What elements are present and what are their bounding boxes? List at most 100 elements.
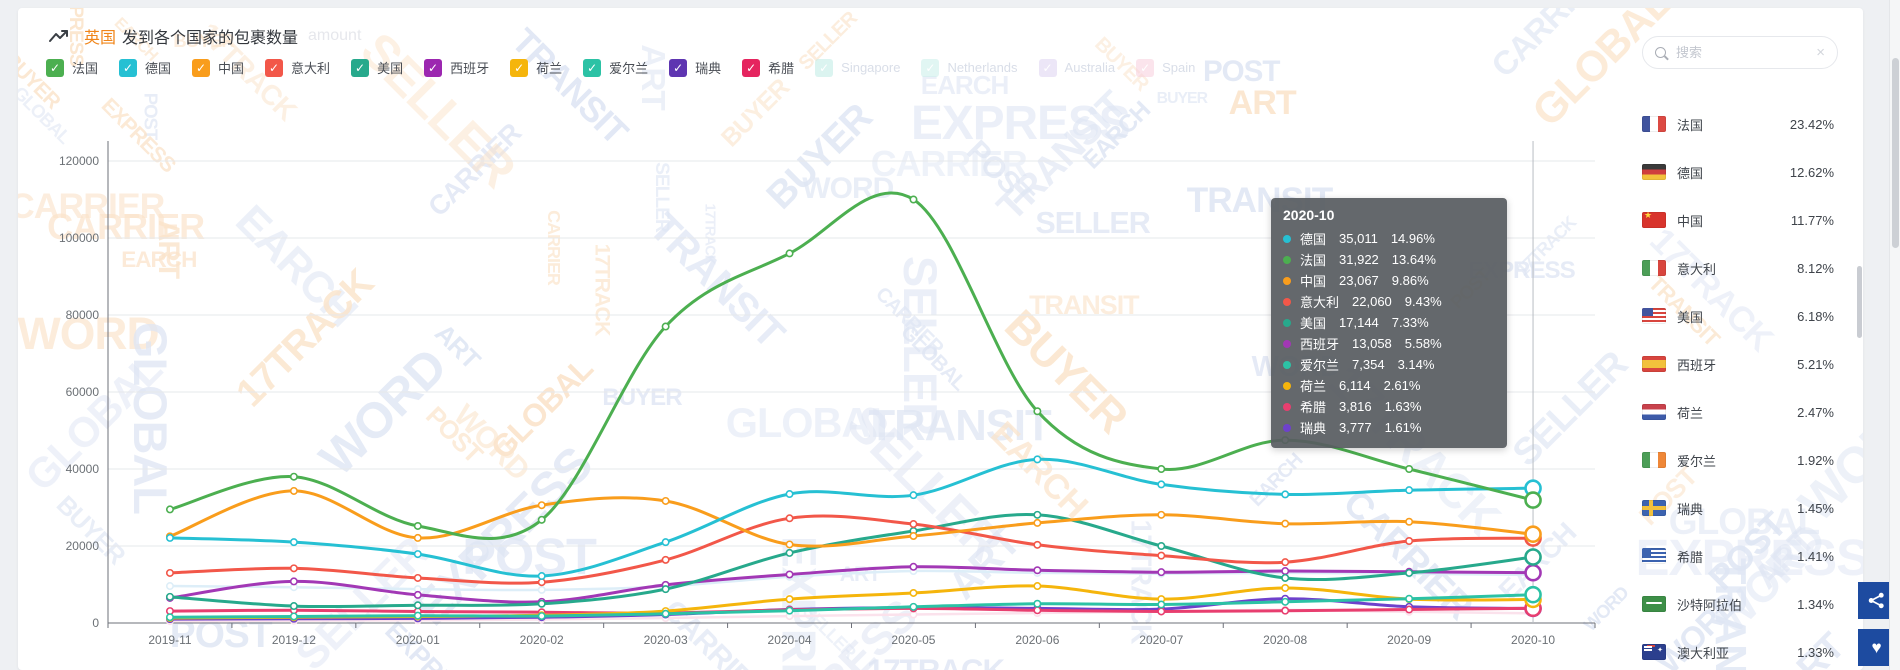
- data-point: [537, 585, 546, 594]
- checkbox-checked-icon[interactable]: ✓: [424, 58, 443, 77]
- data-point: [537, 572, 546, 581]
- country-row-德国[interactable]: 德国 12.62%: [1642, 148, 1848, 196]
- country-row-澳大利亚[interactable]: 澳大利亚 1.33%: [1642, 628, 1848, 670]
- data-point: [1157, 541, 1166, 550]
- sidebar-scrollbar-thumb[interactable]: [1857, 266, 1862, 338]
- series-checkbox-瑞典[interactable]: ✓ 瑞典: [669, 58, 721, 77]
- country-row-爱尔兰[interactable]: 爱尔兰 1.92%: [1642, 436, 1848, 484]
- data-point: [909, 602, 918, 611]
- tooltip-series-value: 35,011: [1339, 231, 1378, 246]
- data-point: [909, 491, 918, 500]
- checkbox-checked-icon[interactable]: ✓: [510, 58, 529, 77]
- checkbox-checked-icon[interactable]: ✓: [583, 58, 602, 77]
- tooltip-series-name: 荷兰: [1300, 379, 1327, 394]
- favorite-button[interactable]: ♥: [1858, 629, 1895, 666]
- country-row-美国[interactable]: 美国 6.18%: [1642, 292, 1848, 340]
- series-checkbox-德国[interactable]: ✓ 德国: [119, 58, 171, 77]
- country-row-瑞典[interactable]: 瑞典 1.45%: [1642, 484, 1848, 532]
- tooltip-row: 意大利 22,060 9.43%: [1283, 291, 1495, 312]
- country-row-西班牙[interactable]: 西班牙 5.21%: [1642, 340, 1848, 388]
- country-row-希腊[interactable]: 希腊 1.41%: [1642, 532, 1848, 580]
- country-name: 意大利: [1677, 261, 1717, 277]
- share-button[interactable]: [1858, 582, 1895, 619]
- series-checkbox-美国[interactable]: ✓ 美国: [351, 58, 403, 77]
- line-chart[interactable]: 0 20000 40000 60000 80000 100000 120000 2019-11…: [48, 96, 1648, 661]
- tooltip-series-name: 爱尔兰: [1300, 358, 1340, 373]
- ghost-series-checkbox-Spain: ✓ Spain: [1136, 58, 1195, 77]
- data-point: [661, 609, 670, 618]
- checkbox-checked-icon[interactable]: ✓: [669, 58, 688, 77]
- series-checkbox-荷兰[interactable]: ✓ 荷兰: [510, 58, 562, 77]
- tooltip-series-percent: 5.58%: [1404, 336, 1442, 351]
- country-percent: 12.62%: [1789, 164, 1834, 180]
- checkbox-label: Singapore: [841, 60, 901, 75]
- y-axis-tick-label: 100000: [59, 231, 99, 245]
- series-line-美国: [168, 512, 1535, 609]
- country-row-法国[interactable]: 法国 23.42%: [1642, 100, 1848, 148]
- data-point: [785, 514, 794, 523]
- country-row-荷兰[interactable]: 荷兰 2.47%: [1642, 388, 1848, 436]
- series-checkbox-中国[interactable]: ✓ 中国: [192, 58, 244, 77]
- checkbox-label: 意大利: [291, 61, 331, 76]
- data-point: [413, 590, 422, 599]
- checkbox-checked-icon[interactable]: ✓: [351, 58, 370, 77]
- y-axis-tick-label: 120000: [59, 154, 99, 168]
- country-row-中国[interactable]: 中国 11.77%: [1642, 196, 1848, 244]
- data-point: [1033, 518, 1042, 527]
- checkbox-checked-icon[interactable]: ✓: [119, 58, 138, 77]
- tooltip-series-name: 中国: [1300, 274, 1327, 289]
- data-point: [289, 612, 298, 621]
- x-axis-tick-label: 2019-11: [148, 633, 191, 647]
- series-checkbox-意大利[interactable]: ✓ 意大利: [265, 58, 330, 77]
- data-point: [537, 501, 546, 510]
- checkbox-label: 美国: [377, 61, 404, 76]
- tooltip-series-name: 意大利: [1300, 295, 1340, 310]
- checkbox-checked-icon[interactable]: ✓: [742, 58, 761, 77]
- tooltip-series-value: 22,060: [1352, 294, 1392, 309]
- data-point: [1281, 567, 1290, 576]
- data-point: [1033, 510, 1042, 519]
- data-point: [413, 611, 422, 620]
- country-name: 沙特阿拉伯: [1677, 597, 1743, 613]
- tooltip-series-value: 7,354: [1352, 357, 1385, 372]
- data-point: [1405, 536, 1414, 545]
- checkbox-checked-icon: ✓: [1136, 58, 1155, 77]
- series-line-意大利: [168, 514, 1535, 585]
- share-icon: [1868, 592, 1884, 609]
- heart-icon: ♥: [1871, 638, 1882, 657]
- page-scrollbar[interactable]: [1889, 0, 1900, 670]
- data-point: [1157, 510, 1166, 519]
- series-line-中国: [168, 489, 1535, 548]
- data-point: [661, 538, 670, 547]
- series-color-dot: [1283, 402, 1291, 411]
- country-row-沙特阿拉伯[interactable]: 沙特阿拉伯 1.34%: [1642, 580, 1848, 628]
- page-scrollbar-thumb[interactable]: [1891, 58, 1899, 248]
- series-checkbox-西班牙[interactable]: ✓ 西班牙: [424, 58, 489, 77]
- flag-icon-au: [1642, 644, 1666, 660]
- country-percent: 8.12%: [1797, 260, 1834, 276]
- tooltip-series-value: 3,816: [1339, 399, 1372, 414]
- data-point: [413, 601, 422, 610]
- tooltip-row: 瑞典 3,777 1.61%: [1283, 417, 1495, 438]
- chart-tooltip: 2020-10 德国 35,011 14.96% 法国 31,922 13.64% 中国 23…: [1271, 198, 1507, 448]
- country-name: 德国: [1677, 165, 1704, 181]
- flag-icon-de: [1642, 164, 1666, 180]
- checkbox-label: 德国: [145, 61, 172, 76]
- checkbox-checked-icon[interactable]: ✓: [46, 58, 64, 77]
- tooltip-row: 荷兰 6,114 2.61%: [1283, 375, 1495, 396]
- flag-icon-gr: [1642, 548, 1666, 564]
- clear-search-icon[interactable]: ×: [1816, 44, 1825, 61]
- checkbox-checked-icon[interactable]: ✓: [192, 58, 211, 77]
- series-checkbox-希腊[interactable]: ✓ 希腊: [742, 58, 794, 77]
- search-input[interactable]: [1674, 44, 1809, 61]
- data-point: [785, 548, 794, 557]
- country-row-意大利[interactable]: 意大利 8.12%: [1642, 244, 1848, 292]
- data-point: [1157, 480, 1166, 489]
- tooltip-series-percent: 1.63%: [1384, 399, 1422, 414]
- series-checkbox-法国[interactable]: ✓ 法国: [46, 58, 98, 77]
- x-axis-tick-label: 2020-02: [520, 633, 564, 647]
- ghost-series-checkbox-Australia: ✓ Australia: [1038, 58, 1115, 77]
- series-checkbox-爱尔兰[interactable]: ✓ 爱尔兰: [583, 58, 648, 77]
- country-percent: 23.42%: [1789, 116, 1834, 132]
- checkbox-checked-icon[interactable]: ✓: [265, 58, 284, 77]
